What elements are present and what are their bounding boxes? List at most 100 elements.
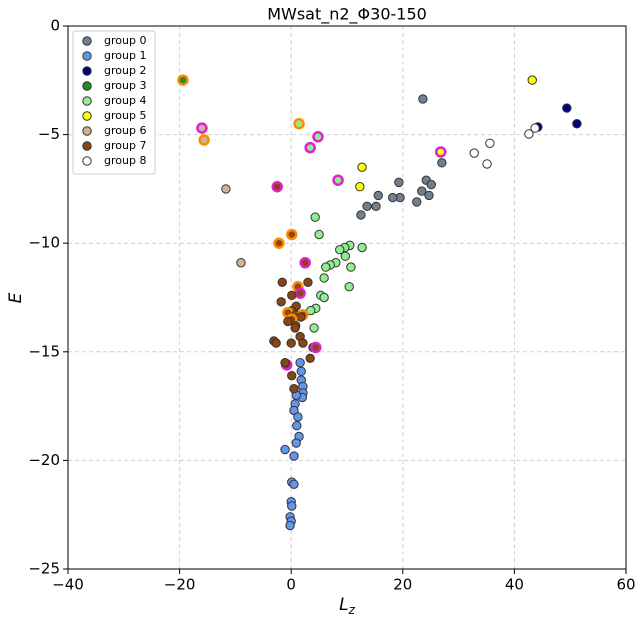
point bbox=[289, 451, 299, 461]
point bbox=[292, 420, 302, 431]
legend-label: group 8 bbox=[104, 154, 146, 167]
point bbox=[271, 180, 283, 193]
legend-label: group 3 bbox=[104, 79, 146, 92]
legend-box bbox=[72, 30, 156, 175]
legend-marker bbox=[82, 156, 92, 166]
point bbox=[298, 338, 308, 348]
point bbox=[340, 251, 351, 261]
point bbox=[177, 74, 189, 86]
point bbox=[280, 444, 290, 455]
point bbox=[524, 129, 534, 139]
point bbox=[485, 138, 495, 148]
point bbox=[355, 182, 365, 192]
chart-title: MWsat_n2_Φ30-150 bbox=[267, 5, 427, 25]
point bbox=[335, 245, 345, 255]
point bbox=[357, 162, 367, 172]
point bbox=[283, 316, 293, 327]
x-tick-label: −40 bbox=[52, 576, 84, 594]
point bbox=[295, 357, 305, 368]
point bbox=[280, 357, 290, 368]
point bbox=[371, 201, 381, 211]
point bbox=[271, 338, 281, 348]
point bbox=[289, 384, 299, 394]
point bbox=[417, 186, 427, 196]
point bbox=[362, 201, 372, 211]
y-tick-label: −10 bbox=[28, 234, 60, 252]
point bbox=[388, 192, 398, 203]
legend-marker bbox=[82, 111, 92, 121]
point bbox=[273, 237, 285, 249]
x-axis-label-sub: z bbox=[348, 603, 356, 617]
legend-label: group 6 bbox=[104, 124, 146, 137]
legend-label: group 4 bbox=[104, 94, 146, 107]
legend-label: group 2 bbox=[104, 64, 146, 77]
point bbox=[527, 75, 537, 85]
point bbox=[424, 190, 434, 201]
point bbox=[357, 242, 367, 253]
point bbox=[236, 258, 246, 268]
point bbox=[299, 256, 311, 269]
point bbox=[373, 190, 383, 201]
x-axis-label-base: L bbox=[339, 595, 348, 615]
legend-label: group 1 bbox=[104, 49, 146, 62]
point bbox=[289, 479, 299, 489]
point bbox=[434, 146, 447, 158]
legend-marker bbox=[82, 141, 92, 151]
legend-marker bbox=[82, 66, 92, 76]
y-tick-label: −15 bbox=[28, 342, 60, 360]
point bbox=[294, 287, 306, 299]
y-tick-label: 0 bbox=[50, 17, 60, 35]
point bbox=[482, 159, 492, 169]
point bbox=[221, 184, 231, 194]
point bbox=[319, 273, 329, 283]
point bbox=[346, 262, 356, 272]
plot-frame bbox=[67, 25, 627, 570]
x-tick-label: −20 bbox=[164, 576, 196, 594]
point bbox=[295, 312, 306, 322]
point bbox=[293, 412, 303, 422]
point bbox=[310, 341, 322, 354]
y-tick-label: −20 bbox=[28, 451, 60, 469]
legend-label: group 0 bbox=[104, 34, 146, 47]
x-axis-label: Lz bbox=[339, 595, 355, 617]
point bbox=[305, 353, 315, 364]
point bbox=[356, 210, 366, 220]
point bbox=[303, 277, 313, 287]
point bbox=[198, 134, 210, 146]
y-axis-label: E bbox=[6, 292, 26, 303]
x-tick-label: 60 bbox=[616, 576, 635, 594]
point bbox=[319, 292, 329, 303]
point bbox=[332, 174, 344, 186]
y-tick-label: −5 bbox=[38, 125, 60, 143]
point bbox=[437, 158, 447, 168]
point bbox=[418, 94, 428, 104]
x-tick-label: 20 bbox=[393, 576, 412, 594]
point bbox=[426, 179, 436, 190]
point bbox=[314, 229, 324, 240]
point bbox=[344, 281, 354, 292]
point bbox=[530, 123, 540, 133]
x-tick-label: 0 bbox=[286, 576, 296, 594]
point bbox=[287, 290, 297, 301]
point bbox=[412, 197, 422, 207]
point bbox=[285, 520, 295, 531]
point bbox=[287, 501, 297, 511]
legend-marker bbox=[82, 81, 92, 91]
y-tick-label: −25 bbox=[28, 560, 60, 578]
point bbox=[312, 131, 324, 143]
point bbox=[304, 141, 316, 154]
point bbox=[309, 323, 319, 333]
point bbox=[293, 117, 305, 130]
point bbox=[277, 277, 287, 287]
point bbox=[469, 148, 479, 158]
point bbox=[562, 103, 572, 113]
point bbox=[321, 262, 331, 272]
point bbox=[276, 297, 286, 307]
legend-label: group 5 bbox=[104, 109, 146, 122]
point bbox=[287, 370, 297, 381]
legend-label: group 7 bbox=[104, 139, 146, 152]
point bbox=[394, 177, 404, 188]
point bbox=[291, 438, 301, 448]
legend-marker bbox=[82, 126, 92, 136]
